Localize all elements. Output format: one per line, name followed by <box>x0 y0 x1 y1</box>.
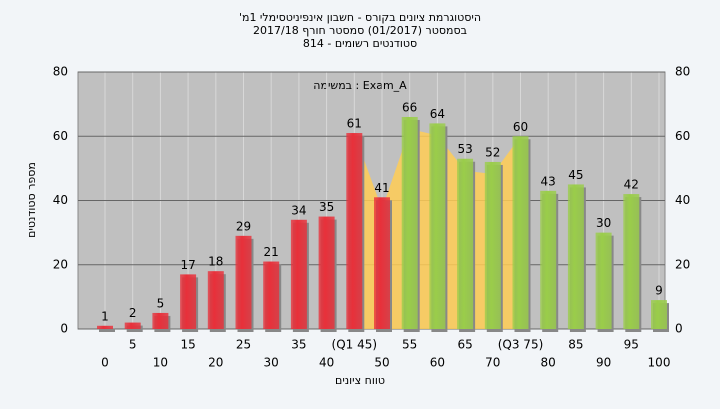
data-label: 1 <box>101 309 109 323</box>
bar <box>124 322 141 329</box>
x-axis-label: טווח ציונים <box>335 374 385 387</box>
y2-tick-label: 60 <box>675 129 690 143</box>
y2-tick-label: 20 <box>675 257 690 271</box>
bar <box>263 261 280 329</box>
bar <box>318 216 335 329</box>
bar <box>512 136 529 329</box>
y-tick-label: 0 <box>60 322 68 336</box>
bar-shadow <box>99 328 115 332</box>
bar <box>484 161 501 329</box>
data-label: 43 <box>541 174 556 188</box>
data-label: 18 <box>208 255 223 269</box>
data-label: 64 <box>430 107 445 121</box>
data-label: 34 <box>291 203 306 217</box>
x-tick-label: 95 <box>624 338 639 352</box>
bar <box>152 312 169 329</box>
y-tick-label: 20 <box>53 257 68 271</box>
x-tick-label: 25 <box>236 338 251 352</box>
data-label: 42 <box>624 178 639 192</box>
data-label: 41 <box>374 181 389 195</box>
bar <box>567 184 584 329</box>
chart-subtitle: סטודנטים רשומים - 814 <box>303 37 417 50</box>
data-label: 2 <box>129 306 137 320</box>
bar <box>207 271 224 329</box>
x-tick-label: 60 <box>430 356 445 370</box>
chart-title: היסטוגרמת ציונים בקורס - חשבון אינפיניטס… <box>239 11 481 24</box>
data-label: 35 <box>319 200 334 214</box>
x-tick-label: 35 <box>291 338 306 352</box>
bar <box>235 235 252 329</box>
y-axis-label: מספר סטודנטים <box>25 162 38 238</box>
bar <box>540 190 557 329</box>
x-tick-label: 10 <box>153 356 168 370</box>
x-tick-label: 70 <box>485 356 500 370</box>
x-tick-label: 85 <box>568 338 583 352</box>
data-label: 53 <box>457 142 472 156</box>
data-label: 45 <box>568 168 583 182</box>
annotation: Exam_A : במשימה <box>313 79 407 92</box>
x-tick-label: 80 <box>541 356 556 370</box>
x-tick-label: 90 <box>596 356 611 370</box>
data-label: 66 <box>402 100 417 114</box>
x-tick-label: 40 <box>319 356 334 370</box>
x-tick-label: 65 <box>457 338 472 352</box>
bar <box>97 325 113 329</box>
x-tick-label: 20 <box>208 356 223 370</box>
bar <box>623 194 640 329</box>
x-tick-label: 15 <box>180 338 195 352</box>
bar <box>180 274 197 329</box>
y-tick-label: 60 <box>53 129 68 143</box>
data-label: 61 <box>347 117 362 131</box>
x-tick-label: 50 <box>374 356 389 370</box>
bar <box>401 116 418 329</box>
data-label: 52 <box>485 145 500 159</box>
bar <box>346 133 363 329</box>
y-tick-label: 40 <box>53 193 68 207</box>
data-label: 21 <box>264 245 279 259</box>
bar <box>457 158 474 329</box>
y2-tick-label: 40 <box>675 193 690 207</box>
data-label: 9 <box>655 284 663 298</box>
data-label: 29 <box>236 219 251 233</box>
x-tick-label: (Q3 75) <box>498 338 544 352</box>
x-tick-label: 30 <box>264 356 279 370</box>
x-tick-label: (Q1 45) <box>332 338 378 352</box>
y2-tick-label: 0 <box>675 322 683 336</box>
chart-subtitle: בסמסטר (01/2017) סמסטר חורף 2017/18 <box>253 24 467 37</box>
bar <box>429 123 446 330</box>
x-tick-label: 55 <box>402 338 417 352</box>
data-label: 17 <box>180 258 195 272</box>
y2-tick-label: 80 <box>675 65 690 79</box>
bar <box>651 300 667 329</box>
y-tick-label: 80 <box>53 65 68 79</box>
x-tick-label: 5 <box>129 338 137 352</box>
data-label: 30 <box>596 216 611 230</box>
bar <box>374 197 390 329</box>
x-tick-label: 100 <box>648 356 671 370</box>
x-tick-label: 0 <box>101 356 109 370</box>
data-label: 5 <box>157 296 165 310</box>
data-label: 60 <box>513 120 528 134</box>
bar <box>290 219 307 329</box>
bar <box>595 232 612 329</box>
